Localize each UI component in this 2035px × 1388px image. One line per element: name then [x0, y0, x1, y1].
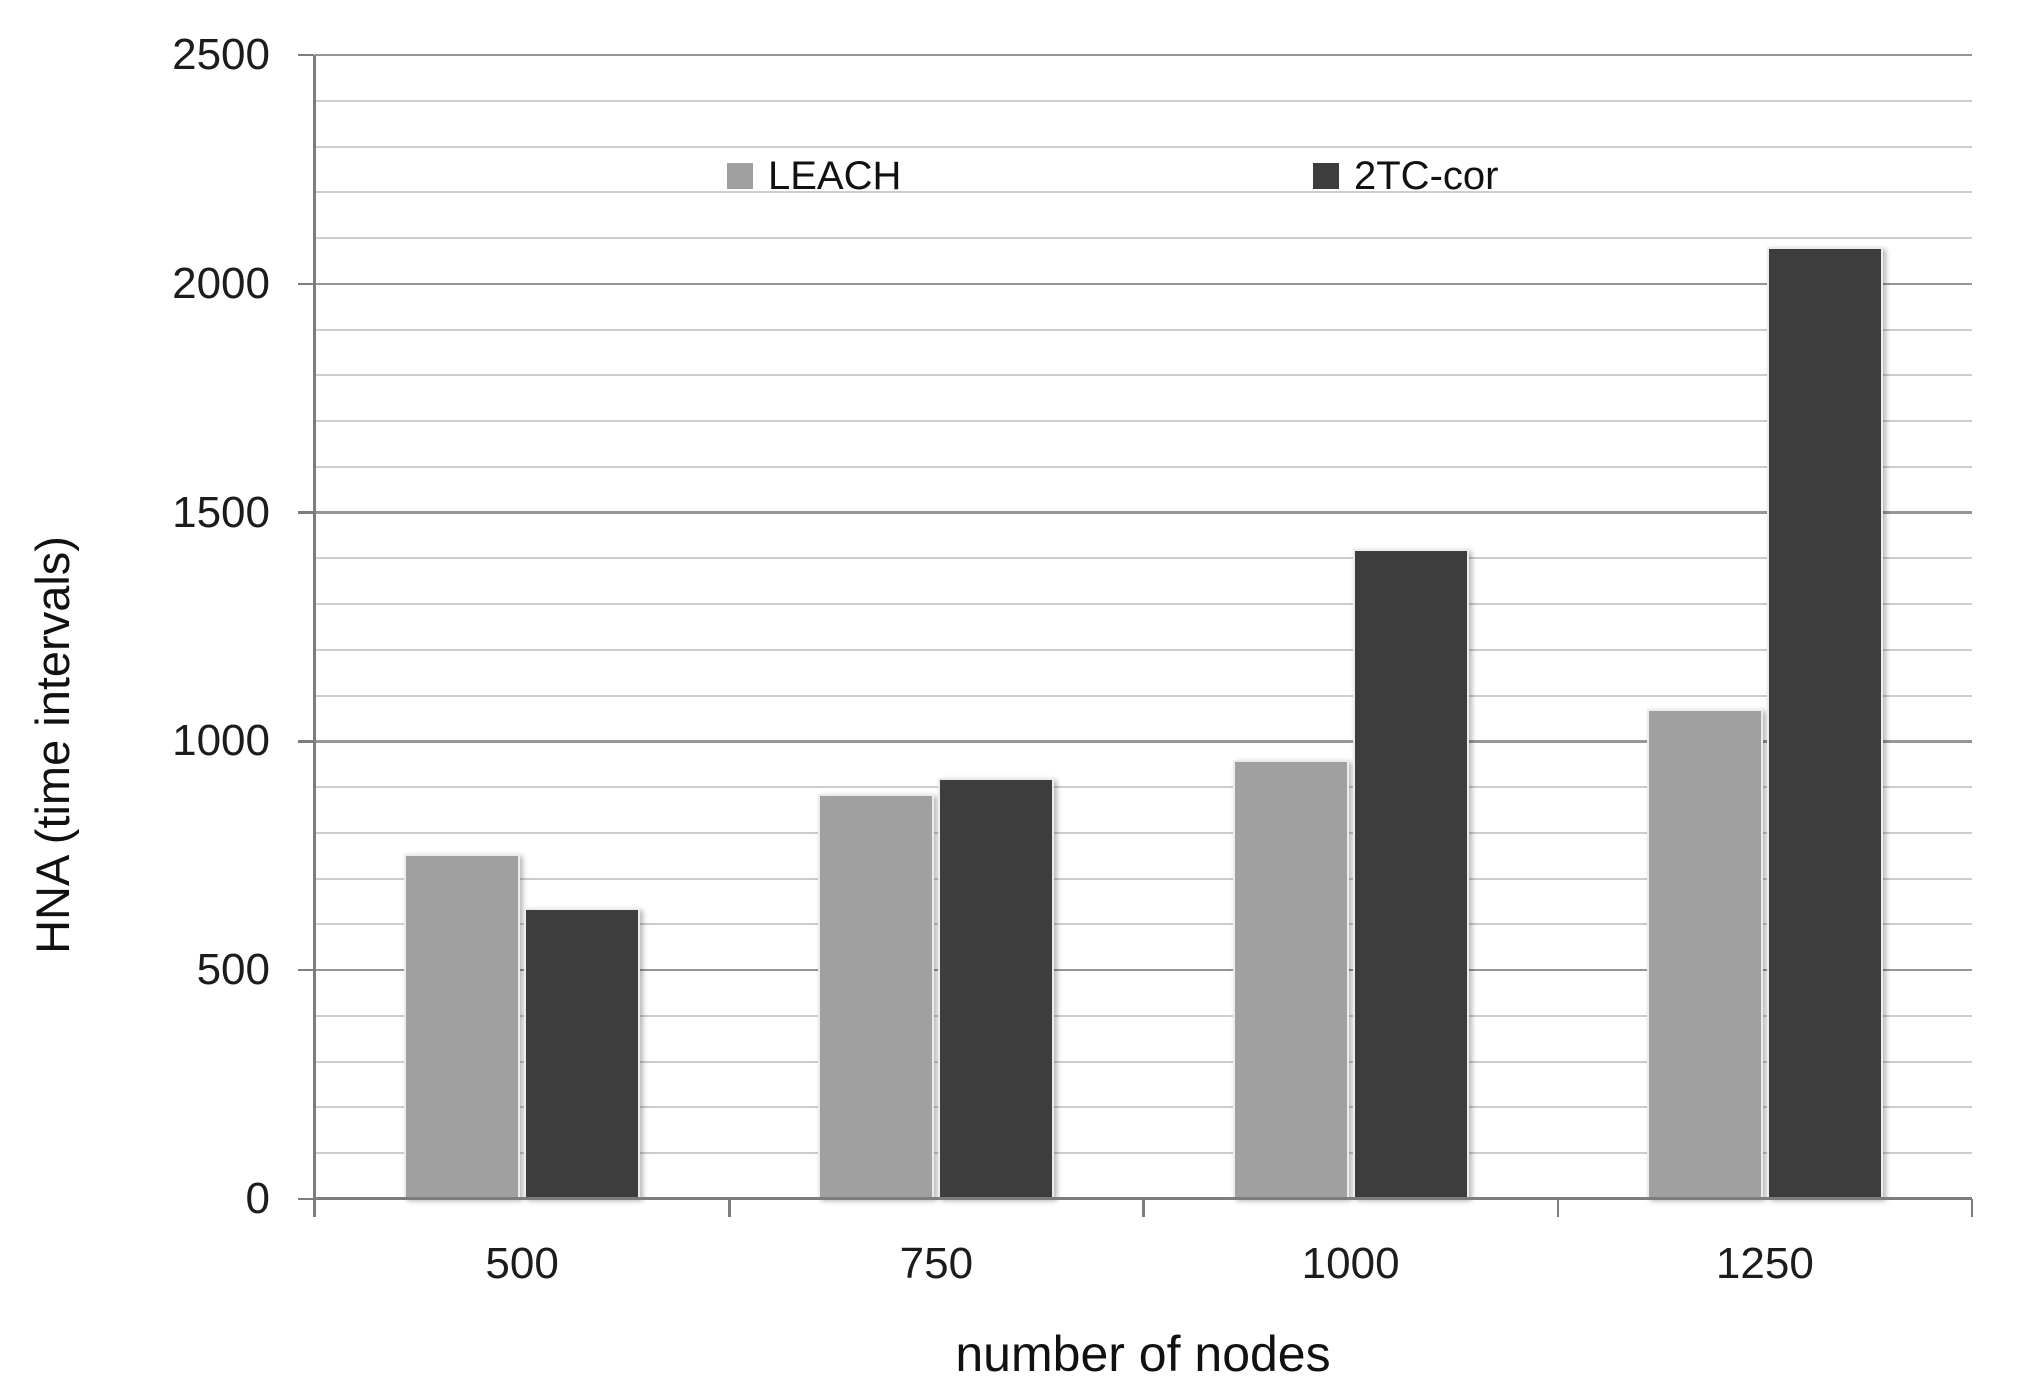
major-gridline — [315, 968, 1972, 972]
bar-leach-1250 — [1646, 709, 1763, 1199]
y-axis-tick — [298, 1197, 314, 1201]
x-axis-tick — [1970, 1199, 1974, 1217]
bar-leach-750 — [818, 794, 935, 1199]
x-tick-label: 1250 — [1715, 1239, 1814, 1288]
legend-label: LEACH — [768, 154, 902, 198]
y-tick-label: 2500 — [172, 30, 270, 79]
y-axis-tick — [298, 53, 314, 57]
bar-2tc-cor-750 — [938, 778, 1055, 1199]
major-gridline — [315, 282, 1972, 286]
minor-gridline — [315, 557, 1972, 560]
minor-gridline — [315, 694, 1972, 697]
x-axis-tick — [313, 1199, 317, 1217]
bar-leach-500 — [404, 853, 521, 1199]
legend-label: 2TC-cor — [1354, 154, 1499, 198]
legend-marker-2tc-cor — [1313, 163, 1339, 189]
legend-marker-leach — [727, 163, 753, 189]
minor-gridline — [315, 374, 1972, 377]
minor-gridline — [315, 1014, 1972, 1017]
legend-item-2tc-cor: 2TC-cor — [1313, 150, 1498, 202]
minor-gridline — [315, 877, 1972, 880]
minor-gridline — [315, 145, 1972, 148]
minor-gridline — [315, 420, 1972, 423]
minor-gridline — [315, 99, 1972, 102]
minor-gridline — [315, 191, 1972, 194]
y-axis-tick — [298, 511, 314, 514]
x-tick-label: 1000 — [1301, 1239, 1400, 1288]
y-tick-label: 1500 — [172, 487, 270, 537]
y-tick-label: 1000 — [172, 716, 270, 766]
x-axis-tick — [1556, 1199, 1559, 1217]
major-gridline — [315, 53, 1972, 57]
minor-gridline — [315, 923, 1972, 926]
minor-gridline — [315, 1060, 1972, 1063]
y-axis-tick — [298, 282, 314, 286]
x-tick-label: 500 — [485, 1239, 559, 1288]
legend-item-leach: LEACH — [727, 150, 901, 202]
y-tick-label: 500 — [196, 945, 270, 995]
y-tick-label: 0 — [245, 1174, 270, 1223]
y-axis-tick — [298, 740, 314, 743]
minor-gridline — [315, 328, 1972, 331]
minor-gridline — [315, 786, 1972, 789]
bar-leach-1000 — [1232, 759, 1349, 1199]
x-axis-tick — [1142, 1199, 1145, 1217]
minor-gridline — [315, 237, 1972, 240]
x-axis-line — [313, 1197, 1972, 1200]
major-gridline — [315, 740, 1972, 743]
minor-gridline — [315, 603, 1972, 606]
x-axis-title: number of nodes — [955, 1326, 1331, 1382]
minor-gridline — [315, 831, 1972, 834]
bar-2tc-cor-500 — [524, 908, 641, 1199]
minor-gridline — [315, 1106, 1972, 1109]
plot-area — [315, 53, 1972, 1199]
major-gridline — [315, 511, 1972, 514]
y-axis-line — [313, 55, 316, 1217]
bar-2tc-cor-1000 — [1352, 549, 1469, 1199]
x-tick-label: 750 — [899, 1239, 974, 1288]
bar-2tc-cor-1250 — [1766, 247, 1883, 1199]
x-axis-tick — [728, 1199, 731, 1217]
minor-gridline — [315, 1152, 1972, 1155]
minor-gridline — [315, 648, 1972, 651]
minor-gridline — [315, 465, 1972, 468]
y-axis-tick — [298, 968, 314, 972]
y-tick-label: 2000 — [172, 258, 270, 308]
